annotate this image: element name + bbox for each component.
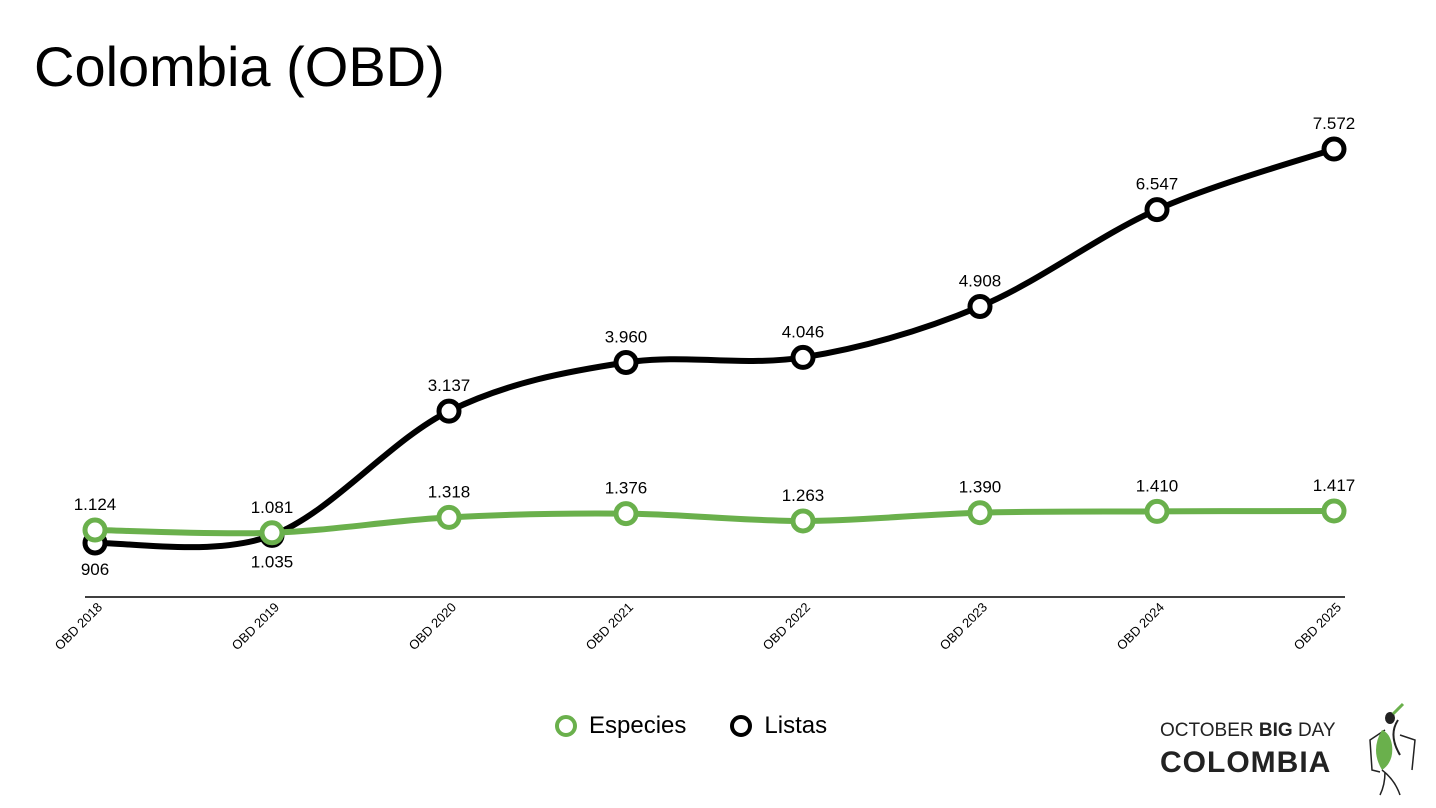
legend-label: Listas (764, 712, 828, 739)
data-label-especies: 1.263 (782, 486, 825, 505)
data-label-listas: 7.572 (1313, 114, 1356, 133)
chart-title: Colombia (OBD) (34, 35, 445, 98)
data-point-especies[interactable] (1144, 498, 1170, 524)
data-label-especies: 1.318 (428, 482, 471, 501)
data-point-especies[interactable] (82, 517, 108, 543)
data-point-especies[interactable] (613, 501, 639, 527)
x-tick-label: OBD 2019 (229, 600, 283, 654)
data-label-especies: 1.124 (74, 495, 117, 514)
x-tick-label: OBD 2022 (760, 600, 814, 654)
data-label-especies: 1.410 (1136, 476, 1179, 495)
data-point-listas[interactable] (613, 350, 639, 376)
data-point-especies[interactable] (436, 504, 462, 530)
data-point-especies[interactable] (259, 520, 285, 546)
legend-label: Especies (589, 712, 687, 739)
data-label-listas: 4.908 (959, 271, 1002, 290)
data-point-especies[interactable] (967, 500, 993, 526)
x-tick-label: OBD 2025 (1291, 600, 1345, 654)
data-point-listas[interactable] (436, 398, 462, 424)
series-line-listas (94, 146, 1335, 551)
october-big-day-colombia-logo: OCTOBER BIG DAY COLOMBIA (1160, 700, 1430, 800)
legend-item-listas[interactable]: Listas (730, 712, 827, 740)
legend: Especies Listas (555, 712, 827, 740)
x-tick-label: OBD 2021 (583, 600, 637, 654)
data-point-especies[interactable] (790, 508, 816, 534)
data-point-listas[interactable] (967, 293, 993, 319)
data-label-especies: 1.417 (1313, 476, 1356, 495)
data-label-listas: 1.035 (251, 552, 294, 571)
data-point-especies[interactable] (1321, 498, 1347, 524)
data-label-especies: 1.081 (251, 498, 294, 517)
bird-icon (1369, 702, 1416, 796)
logo-line-1: OCTOBER BIG DAY (1160, 720, 1336, 741)
data-label-listas: 3.137 (428, 376, 471, 395)
legend-marker-especies (555, 715, 577, 737)
data-label-listas: 906 (81, 560, 109, 579)
data-point-listas[interactable] (790, 344, 816, 370)
x-tick-label: OBD 2018 (52, 600, 106, 654)
x-tick-label: OBD 2024 (1114, 600, 1168, 654)
data-label-especies: 1.376 (605, 479, 648, 498)
data-label-listas: 4.046 (782, 322, 825, 341)
legend-item-especies[interactable]: Especies (555, 712, 686, 740)
x-tick-label: OBD 2023 (937, 600, 991, 654)
series-line-especies (94, 507, 1335, 537)
x-tick-label: OBD 2020 (406, 600, 460, 654)
data-label-listas: 6.547 (1136, 175, 1179, 194)
data-point-listas[interactable] (1321, 136, 1347, 162)
data-label-listas: 3.960 (605, 328, 648, 347)
logo-line-2: COLOMBIA (1160, 746, 1332, 779)
legend-marker-listas (730, 715, 753, 737)
data-point-listas[interactable] (1144, 197, 1170, 223)
data-label-especies: 1.390 (959, 478, 1002, 497)
